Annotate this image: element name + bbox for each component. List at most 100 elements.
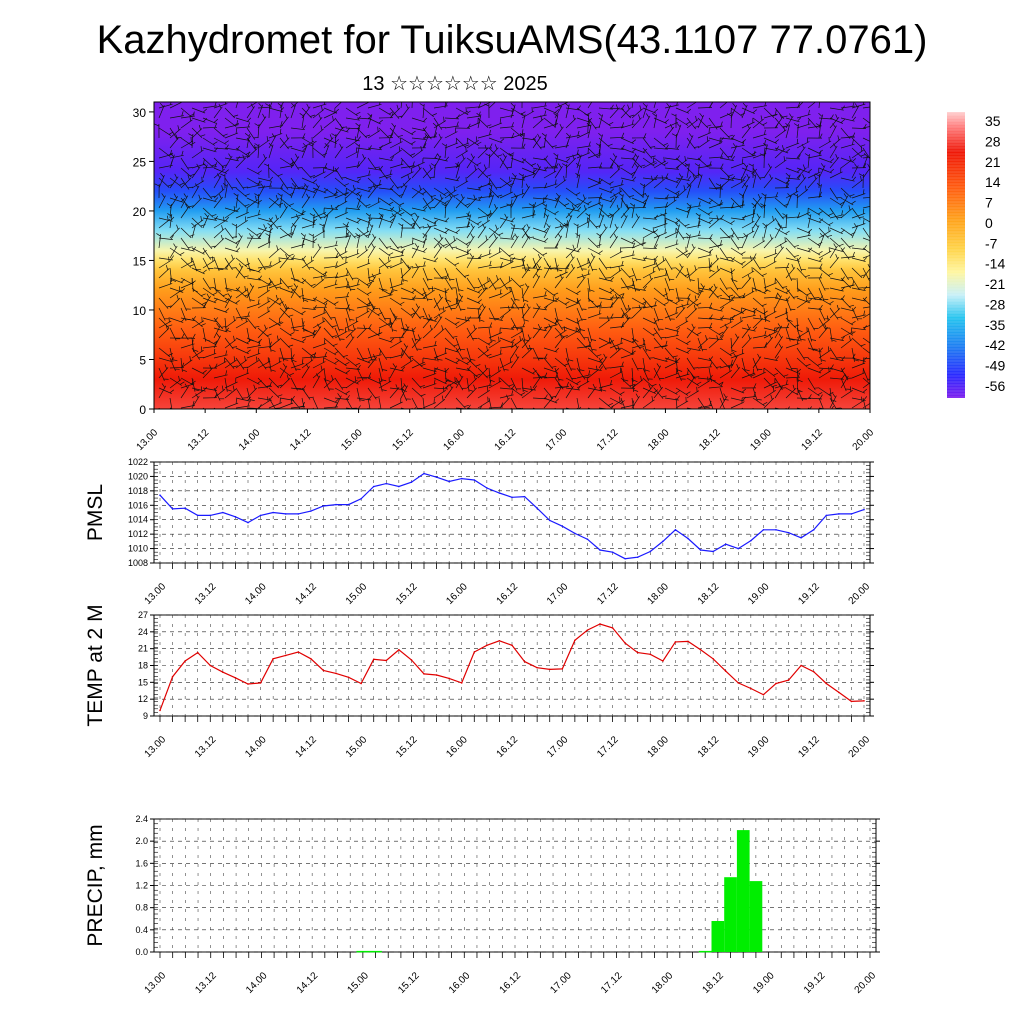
wind-barb [411,287,427,297]
pmsl-point [800,536,802,539]
wind-barb [697,397,710,409]
x-tick-label: 16.12 [498,970,524,996]
wind-barb [741,173,751,189]
wind-barb [565,253,575,269]
wind-barb [730,227,743,240]
wind-barb [235,197,250,208]
wind-barb [180,227,195,238]
wind-barb [631,105,643,119]
y-tick-label: 9 [143,711,148,721]
wind-barb [422,369,437,379]
wind-barb [268,357,276,372]
y-tick-label: 15 [133,254,147,268]
wind-barb [301,257,314,270]
wind-barb [213,167,230,174]
wind-barb [598,377,607,392]
wind-barb [763,307,777,319]
wind-barb [587,192,603,199]
wind-barb [796,287,812,297]
wind-barb [268,120,283,129]
wind-barb [587,178,602,189]
wind-barb [180,339,195,349]
pmsl-point [712,550,714,553]
wind-barb [697,277,704,293]
wind-barb [389,206,402,219]
wind-barb [400,127,416,136]
wind-barb [235,208,249,219]
wind-barb [862,382,870,389]
wind-barb [785,372,801,379]
wind-barb [576,152,582,169]
wind-barb [730,267,738,282]
y-tick-label: 27 [138,610,148,620]
wind-barb [695,213,701,229]
wind-barb [587,301,602,309]
wind-barb [796,267,810,279]
pmsl-point [448,480,450,483]
wind-barb [158,407,160,409]
wind-barb [829,393,837,409]
wind-barb [862,137,870,142]
wind-barb [312,207,326,220]
wind-barb [169,177,185,187]
wind-barb [477,235,489,249]
wind-barb [554,383,563,399]
wind-barb [444,298,459,309]
wind-barb [752,117,768,127]
wind-barb [224,335,237,349]
wind-barb [730,287,744,299]
wind-barb [697,250,712,259]
wind-barb [554,223,564,239]
wind-barb [433,348,448,359]
wind-barb [807,207,823,216]
wind-barb [441,203,447,219]
wind-barb [519,133,525,149]
wind-barb [675,316,689,329]
wind-barb [586,122,592,139]
wind-barb [202,237,216,250]
wind-barb [752,397,768,407]
y-tick-label: 30 [133,106,147,120]
wind-barb [488,315,504,321]
wind-barb [664,307,675,321]
x-tick-label: 17.00 [548,970,574,996]
wind-barb [290,337,307,344]
wind-barb [508,153,514,169]
wind-barb [169,173,179,189]
wind-barb [785,174,801,180]
wind-barb [521,157,536,168]
wind-barb [257,217,274,223]
temp-point [674,641,677,643]
pmsl-point [825,514,828,517]
wind-barb [488,397,492,409]
wind-barb [246,283,255,299]
wind-barb [411,358,425,369]
wind-barb [169,377,185,386]
wind-barb [488,307,500,321]
wind-barb [235,286,248,299]
wind-barb [279,177,292,190]
wind-barb [631,102,634,109]
pmsl-point [310,510,312,512]
wind-barb [664,277,675,292]
pmsl-point [284,513,287,515]
wind-barb [739,193,745,209]
x-tick-label: 14.00 [244,970,270,996]
x-tick-label: 15.12 [394,734,420,760]
x-tick-label: 14.12 [295,970,321,996]
wind-barb [202,287,218,297]
wind-barb [301,177,318,184]
wind-barb [389,366,406,372]
wind-barb [257,181,272,189]
wind-barb [279,113,289,129]
wind-barb [587,327,597,342]
wind-barb [290,401,305,409]
wind-barb [741,255,754,269]
wind-barb [378,407,380,409]
wind-barb [224,337,238,350]
precip-bar [724,877,737,952]
wind-barb [356,114,372,120]
wind-barb [620,119,635,129]
wind-barb [752,129,767,139]
wind-barb [345,317,359,329]
